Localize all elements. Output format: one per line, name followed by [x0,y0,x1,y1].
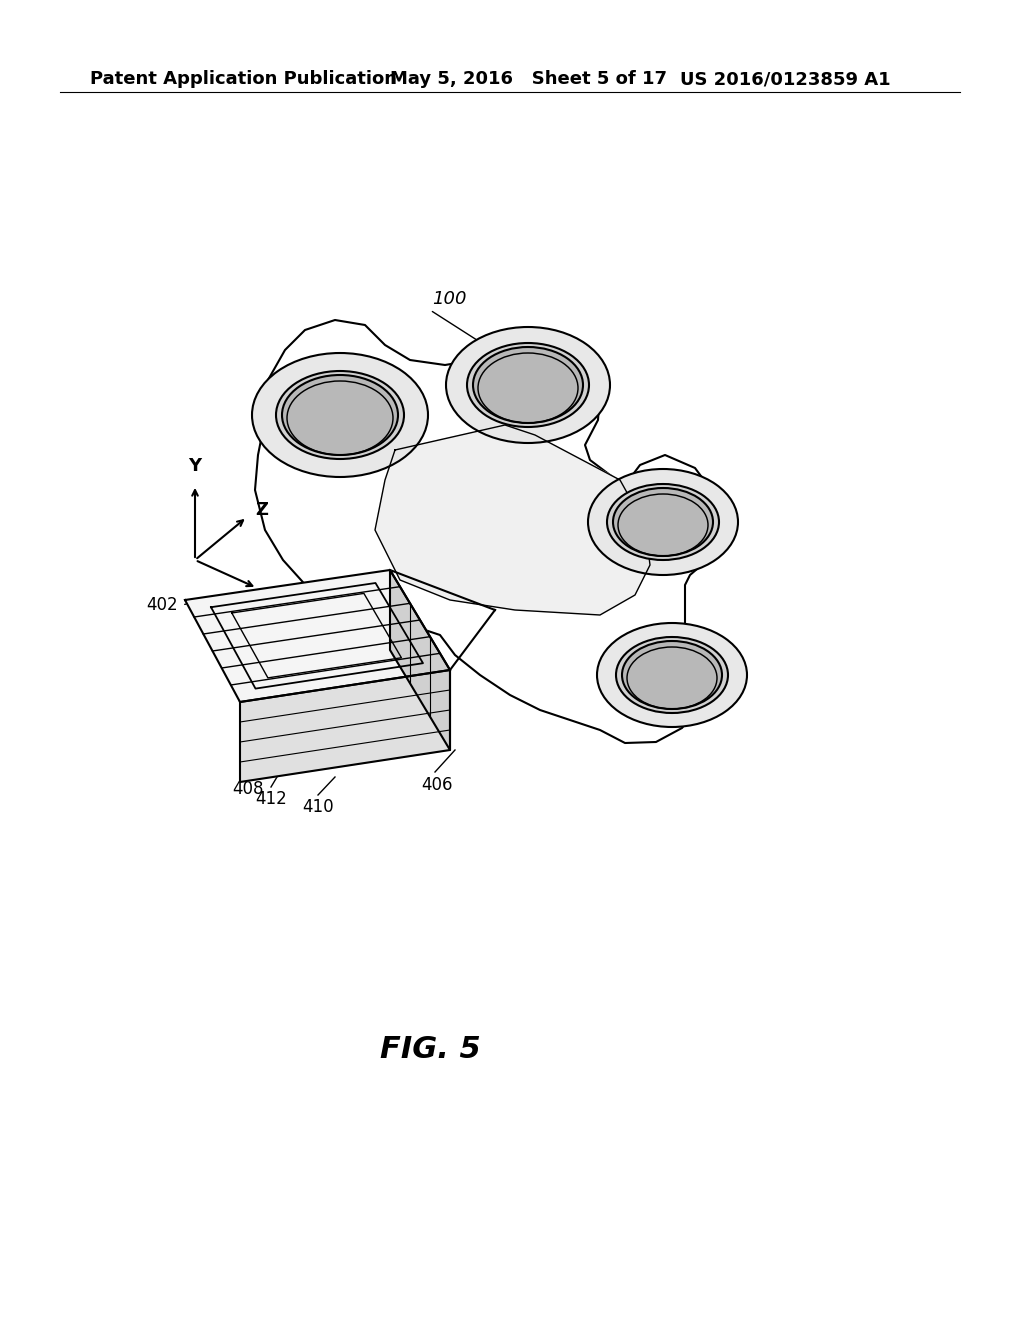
Text: Patent Application Publication: Patent Application Publication [90,70,397,88]
Text: 406: 406 [421,776,453,795]
Ellipse shape [473,347,583,422]
Polygon shape [240,671,450,781]
Text: 402: 402 [146,597,178,614]
Ellipse shape [252,352,428,477]
Text: 412: 412 [255,789,287,808]
Text: US 2016/0123859 A1: US 2016/0123859 A1 [680,70,891,88]
Text: FIG. 5: FIG. 5 [380,1035,480,1064]
Text: May 5, 2016   Sheet 5 of 17: May 5, 2016 Sheet 5 of 17 [390,70,667,88]
Polygon shape [390,570,450,750]
Ellipse shape [616,638,728,713]
Text: Y: Y [188,457,202,475]
Text: 408: 408 [232,780,264,799]
Ellipse shape [597,623,746,727]
Ellipse shape [282,375,398,455]
Ellipse shape [446,327,610,444]
Text: 100: 100 [432,290,467,308]
Ellipse shape [588,469,738,576]
Polygon shape [185,570,450,702]
Text: X: X [265,594,279,612]
Text: 410: 410 [302,799,334,816]
Ellipse shape [622,642,722,709]
Polygon shape [375,425,650,615]
Ellipse shape [607,484,719,560]
Text: Z: Z [255,502,268,519]
Ellipse shape [467,343,589,426]
Ellipse shape [276,371,404,459]
Ellipse shape [613,488,713,556]
Polygon shape [255,319,720,743]
